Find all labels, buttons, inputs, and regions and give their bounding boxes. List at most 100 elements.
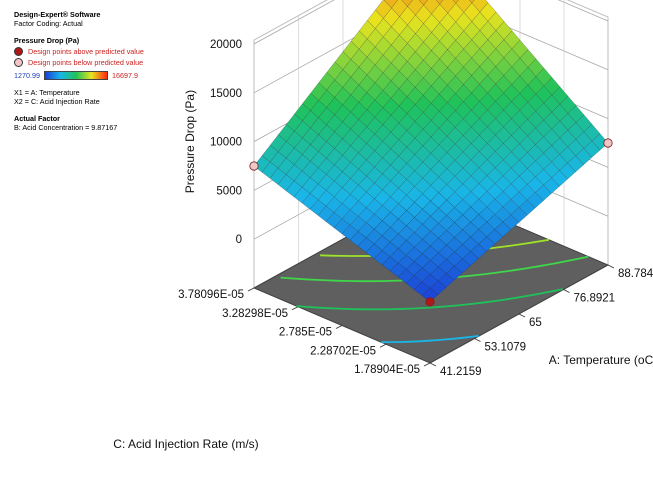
surface-cell <box>527 127 544 145</box>
surface-cell <box>309 199 327 216</box>
axis-labels: 0 5000 10000 15000 20000 Pressure Drop (Pa) 41… <box>113 39 653 451</box>
surface-cell <box>519 84 537 103</box>
surface-cell <box>543 111 561 130</box>
actual-factor-title: Actual Factor <box>14 114 60 123</box>
surface-cell <box>261 161 279 179</box>
a-tick <box>563 289 570 293</box>
a-tick-label: 76.8921 <box>574 293 616 305</box>
color-gradient-bar <box>43 71 108 80</box>
surface-cell <box>421 287 439 303</box>
surface-cell <box>341 224 359 241</box>
surface-cell <box>446 251 463 267</box>
surface-cell <box>527 144 544 162</box>
surface-cell <box>519 135 536 153</box>
z-tick-label: 5000 <box>216 185 242 197</box>
surface-cell <box>575 131 593 149</box>
a-tick-label: 88.7841 <box>618 268 653 280</box>
surface-cell <box>518 199 536 216</box>
surface-cell <box>559 129 577 148</box>
a-tick <box>429 362 437 367</box>
surface-cell <box>437 273 455 288</box>
surface-cell <box>349 231 367 247</box>
z-tick-label: 10000 <box>210 137 242 149</box>
actual-factor-value: B: Acid Concentration = 9.87167 <box>14 123 118 132</box>
surface-cell <box>527 76 545 95</box>
surface-cell <box>583 123 601 142</box>
a-tick <box>474 338 481 342</box>
surface-cell <box>405 275 423 290</box>
surface-cell <box>583 140 601 158</box>
surface-cell <box>527 110 545 129</box>
response-title: Pressure Drop (Pa) <box>14 36 80 45</box>
surface-cell <box>535 152 552 170</box>
z-tick-label: 20000 <box>210 39 242 51</box>
z-axis-label: Pressure Drop (Pa) <box>183 90 197 193</box>
legend-panel: Design-Expert® Software Factor Coding: A… <box>14 10 204 132</box>
design-point-below <box>249 161 259 171</box>
surface-cell <box>301 193 319 210</box>
color-scale-low: 1270.99 <box>14 71 40 80</box>
surface-cell <box>559 95 577 114</box>
surface-cell <box>543 145 560 163</box>
surface-cell <box>534 184 552 202</box>
floor-contour <box>381 335 479 344</box>
surface-cell <box>510 175 528 193</box>
surface-cell <box>381 256 399 272</box>
color-scale: 1270.99 16697.9 <box>14 71 204 80</box>
surface-cell <box>397 268 415 284</box>
surface-cell <box>567 138 585 157</box>
surface-cell <box>567 155 585 173</box>
surface-cell <box>535 85 553 104</box>
surface-cell <box>325 212 343 229</box>
surface-cell <box>357 237 375 253</box>
surface-cell <box>535 67 553 87</box>
surface-cell <box>365 243 383 259</box>
floor-contour <box>296 288 563 311</box>
surface-cell <box>519 118 536 137</box>
surface-cell <box>510 206 528 223</box>
a-tick-label: 41.2159 <box>440 366 482 378</box>
c-tick-label: 1.78904E-05 <box>354 364 420 376</box>
design-points <box>249 138 613 307</box>
c-axis-label: C: Acid Injection Rate (m/s) <box>113 437 258 451</box>
surface-cell <box>373 250 391 266</box>
legend-below: Design points below predicted value <box>14 58 204 67</box>
legend-above-label: Design points above predicted value <box>28 47 144 56</box>
surface-cell <box>551 120 569 139</box>
surface-cell <box>551 170 568 187</box>
z-tick-label: 0 <box>236 234 242 246</box>
a-tick-label: 65 <box>529 317 542 329</box>
z-tick-label: 15000 <box>210 88 242 100</box>
z-gridline <box>253 0 609 94</box>
c-tick-label: 3.78096E-05 <box>178 289 244 301</box>
factor-x2: X2 = C: Acid Injection Rate <box>14 97 100 106</box>
surface-cell <box>333 218 351 235</box>
dark-red-dot-icon <box>14 47 23 56</box>
a-tick-label: 53.1079 <box>485 342 527 354</box>
c-tick <box>335 325 343 329</box>
legend-below-label: Design points below predicted value <box>28 58 144 67</box>
factor-coding: Factor Coding: Actual <box>14 19 83 28</box>
c-tick <box>423 362 431 367</box>
surface-cell <box>543 161 560 179</box>
surface-cell <box>551 86 569 105</box>
software-title: Design-Expert® Software <box>14 10 101 19</box>
surface-cell <box>543 94 561 113</box>
surface-cell <box>317 205 335 222</box>
a-tick <box>518 313 526 318</box>
surface-cell <box>519 152 536 169</box>
color-scale-high: 16697.9 <box>111 71 138 80</box>
c-tick-label: 3.28298E-05 <box>222 308 288 320</box>
surface-cell <box>418 0 429 6</box>
surface-cell <box>285 180 303 198</box>
c-tick <box>247 287 255 292</box>
surface-cell <box>559 162 576 180</box>
surface-cell <box>535 136 552 154</box>
surface-cell <box>435 0 444 5</box>
surface-cell <box>519 49 537 68</box>
surface-cell <box>527 58 545 77</box>
c-tick <box>291 306 299 311</box>
surface-cell <box>535 168 552 186</box>
surface-cell <box>527 160 544 178</box>
